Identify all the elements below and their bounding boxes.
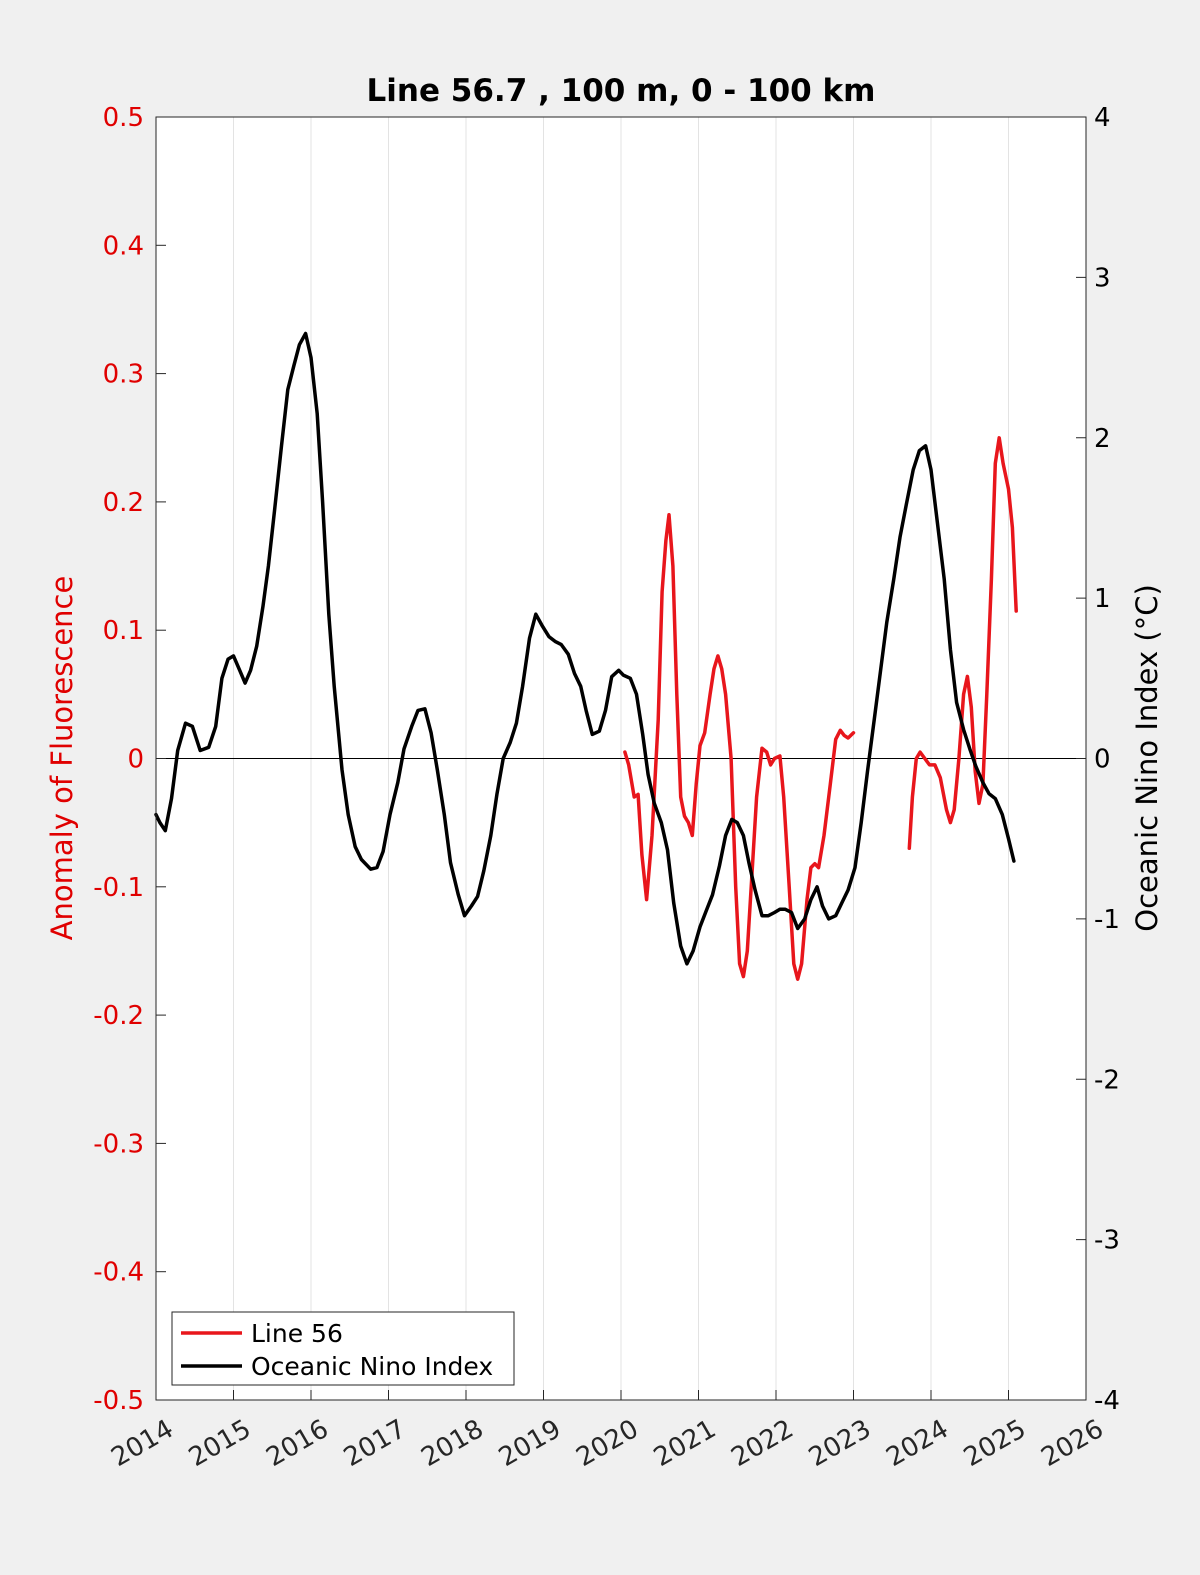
left-axis-label: Anomaly of Fluorescence (45, 576, 79, 941)
x-tick-label: 2018 (416, 1414, 488, 1473)
x-tick-label: 2026 (1036, 1414, 1108, 1473)
y2-tick-label: 1 (1094, 584, 1111, 614)
right-axis: -4 -3 -2 -1 0 1 2 3 4 (1076, 103, 1120, 1416)
x-tick-label: 2016 (261, 1414, 333, 1473)
x-tick-label: 2015 (184, 1414, 256, 1473)
x-tick-label: 2021 (649, 1414, 721, 1473)
right-axis-label: Oceanic Nino Index (°C) (1130, 584, 1164, 932)
legend: Line 56 Oceanic Nino Index (171, 1311, 515, 1386)
x-tick-label: 2022 (726, 1414, 798, 1473)
y-tick-label: -0.3 (93, 1129, 144, 1159)
left-axis: -0.5 -0.4 -0.3 -0.2 -0.1 0 0.1 0.2 0.3 0.4 0.5 (93, 103, 166, 1416)
series-line-line-56 (623, 512, 856, 981)
y-tick-label: 0.3 (103, 360, 144, 390)
x-axis: 2014 2015 2016 2017 2018 2019 2020 2021 2022 2023… (106, 1390, 1109, 1473)
legend-label-oni: Oceanic Nino Index (251, 1352, 493, 1381)
y2-tick-label: 3 (1094, 263, 1111, 293)
x-tick-label: 2023 (804, 1414, 876, 1473)
chart-title: Line 56.7 , 100 m, 0 - 100 km (367, 73, 876, 109)
legend-box (171, 1311, 515, 1386)
x-tick-label: 2017 (339, 1414, 411, 1473)
y-tick-label: -0.5 (93, 1386, 144, 1416)
y2-tick-label: -4 (1094, 1386, 1120, 1416)
y2-tick-label: 2 (1094, 424, 1111, 454)
y2-tick-label: -2 (1094, 1065, 1120, 1095)
x-tick-label: 2020 (571, 1414, 643, 1473)
legend-label-line-56: Line 56 (251, 1319, 343, 1348)
y2-tick-label: 0 (1094, 745, 1111, 775)
x-tick-label: 2024 (881, 1414, 953, 1473)
x-tick-label: 2019 (494, 1414, 566, 1473)
y-tick-label: 0.2 (103, 488, 144, 518)
y2-tick-label: -3 (1094, 1226, 1120, 1256)
y-tick-label: 0.4 (103, 231, 144, 261)
y2-tick-label: 4 (1094, 103, 1111, 133)
series-line-oni (154, 331, 1016, 966)
x-tick-label: 2014 (106, 1414, 178, 1473)
y-tick-label: 0 (127, 745, 144, 775)
series-layer (154, 331, 1018, 981)
x-tick-label: 2025 (959, 1414, 1031, 1473)
y-tick-label: -0.1 (93, 873, 144, 903)
y-tick-label: 0.5 (103, 103, 144, 133)
y-tick-label: -0.4 (93, 1258, 144, 1288)
series-line-line-56 (907, 436, 1018, 851)
y-tick-label: -0.2 (93, 1001, 144, 1031)
y2-tick-label: -1 (1094, 905, 1120, 935)
y-tick-label: 0.1 (103, 616, 144, 646)
